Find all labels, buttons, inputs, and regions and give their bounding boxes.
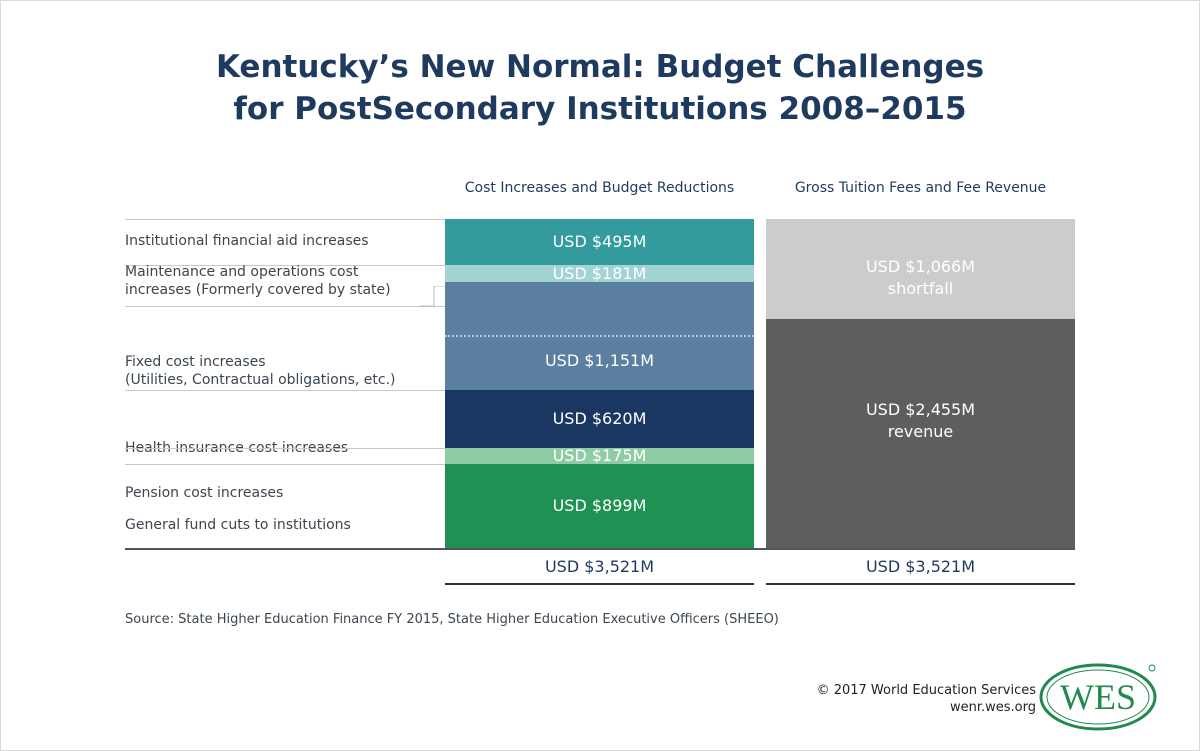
label-connector [420, 286, 445, 307]
row-label-1: Maintenance and operations cost increases… [125, 263, 391, 299]
bar-value-label-cost-5: USD $899M [552, 495, 647, 515]
copyright-text: © 2017 World Education Services [816, 683, 1036, 698]
bar-segment-cost-4: USD $175M [445, 445, 754, 465]
row-label-line: Fixed cost increases [125, 354, 266, 370]
row-rule [125, 265, 445, 267]
bar-segment-cost-5: USD $899M [445, 463, 754, 548]
row-rule [125, 447, 445, 449]
chart-baseline [125, 548, 1075, 550]
copyright-block: © 2017 World Education Services wenr.wes… [817, 682, 1036, 716]
bar-value-label-revenue-1-line: USD $2,455M [865, 399, 976, 419]
bar-segment-cost-0: USD $495M [445, 219, 754, 266]
row-label-5: General fund cuts to institutions [125, 516, 351, 534]
chart-title: Kentucky’s New Normal: Budget Challenges… [0, 46, 1200, 130]
bar-value-label-cost-0: USD $495M [552, 232, 647, 252]
total-costs: USD $3,521M [544, 557, 655, 576]
bar-segment-cost-1: USD $181M [445, 263, 754, 283]
bar-value-label-revenue-0: USD $1,066M shortfall [766, 256, 1075, 300]
bar-segment-revenue-0: USD $1,066M shortfall [766, 219, 1075, 319]
total-costs-rule [445, 583, 754, 585]
total-revenue: USD $3,521M [865, 557, 976, 576]
row-label-line: General fund cuts to institutions [125, 517, 351, 533]
row-rule [125, 219, 445, 220]
bar-value-label-revenue-0-line: shortfall [887, 279, 954, 298]
row-rule [125, 463, 445, 465]
row-rule [125, 389, 445, 391]
bar-segment-cost-3: USD $620M [445, 389, 754, 448]
row-rule [125, 306, 445, 307]
total-revenue-rule [766, 583, 1075, 585]
column-header-revenue: Gross Tuition Fees and Fee Revenue [794, 180, 1047, 196]
bar-value-label-cost-3: USD $620M [552, 408, 647, 428]
row-label-line: Pension cost increases [125, 485, 284, 501]
row-label-line: Maintenance and operations cost [125, 264, 359, 280]
dotted-divider [445, 335, 754, 337]
bar-value-label-revenue-0-line: USD $1,066M [865, 257, 976, 276]
row-label-2: Fixed cost increases (Utilities, Contract… [125, 353, 396, 389]
wes-logo-text: WES [1060, 677, 1136, 717]
row-label-line: Institutional financial aid increases [125, 233, 369, 249]
chart-title-line-1: Kentucky’s New Normal: Budget Challenges [215, 49, 985, 85]
bar-value-label-revenue-1-line: revenue [887, 421, 954, 441]
bar-value-label-cost-2: USD $1,151M [544, 351, 655, 371]
row-label-4: Pension cost increases [125, 484, 283, 502]
row-label-line: (Utilities, Contractual obligations, etc… [125, 372, 396, 388]
source-note: Source: State Higher Education Finance F… [125, 612, 779, 627]
website-text: wenr.wes.org [949, 700, 1036, 715]
wes-logo: WES [1039, 663, 1157, 731]
bar-value-label-cost-1: USD $181M [552, 263, 647, 283]
chart-title-line-2: for PostSecondary Institutions 2008–2015 [233, 91, 967, 127]
row-label-0: Institutional financial aid increases [125, 232, 369, 250]
bar-value-label-cost-4: USD $175M [552, 445, 647, 465]
row-label-line: increases (Formerly covered by state) [125, 282, 391, 298]
bar-segment-revenue-1: USD $2,455M revenue [766, 318, 1075, 548]
bar-value-label-revenue-1: USD $2,455M revenue [766, 399, 1075, 443]
column-header-costs: Cost Increases and Budget Reductions [464, 180, 735, 196]
